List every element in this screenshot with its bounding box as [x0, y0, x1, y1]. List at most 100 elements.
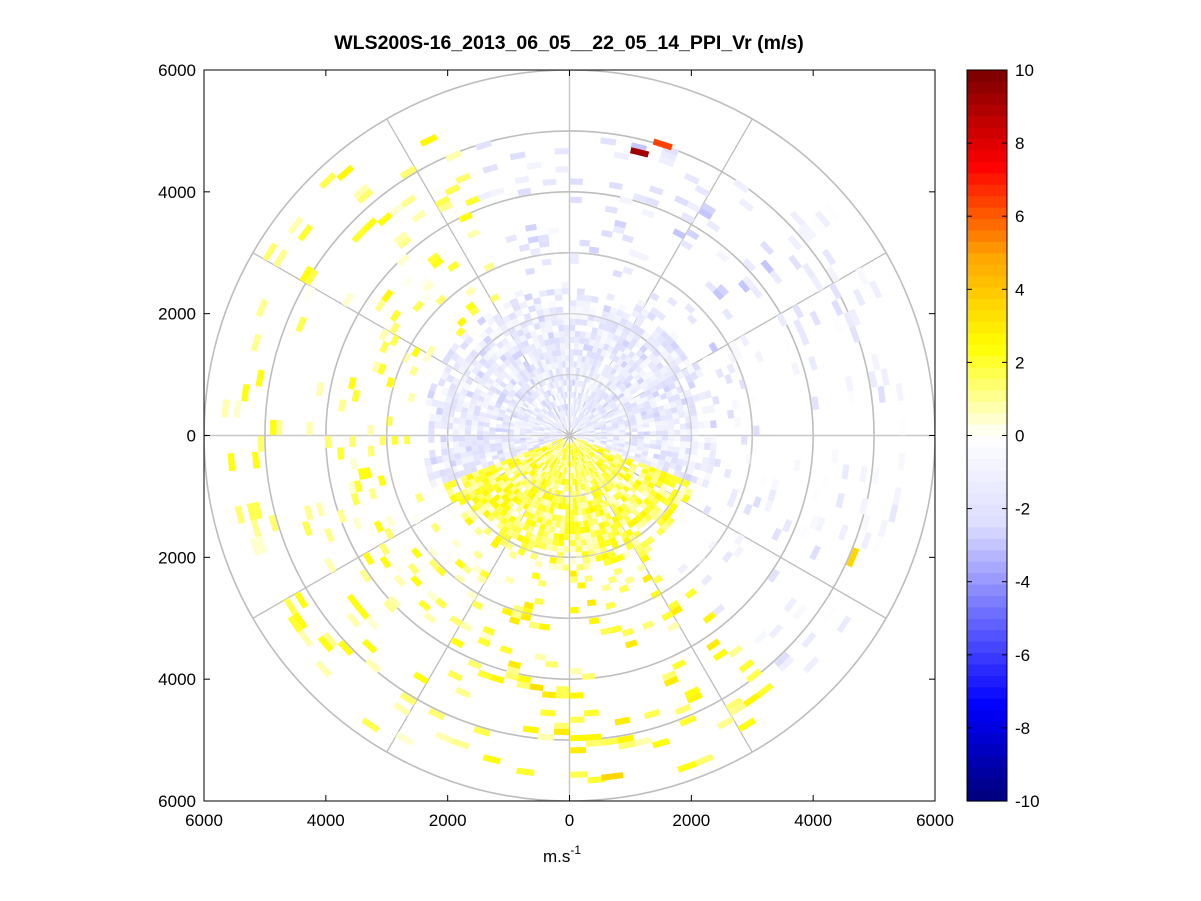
- velocity-cell: [650, 589, 662, 600]
- velocity-cell: [619, 317, 629, 326]
- velocity-cell: [522, 375, 530, 383]
- velocity-cell: [579, 421, 584, 427]
- velocity-cell: [440, 422, 448, 430]
- velocity-cell: [601, 411, 608, 417]
- velocity-cell: [576, 437, 583, 439]
- velocity-cell: [533, 597, 544, 606]
- velocity-cell: [790, 210, 806, 227]
- velocity-cell: [558, 367, 563, 375]
- velocity-cell: [549, 388, 554, 396]
- velocity-cell: [518, 477, 526, 484]
- velocity-cell: [518, 301, 528, 310]
- velocity-cell: [530, 413, 537, 419]
- velocity-cell: [491, 509, 500, 518]
- velocity-cell: [652, 138, 673, 151]
- velocity-cell: [555, 451, 560, 458]
- velocity-cell: [515, 513, 524, 521]
- velocity-cell: [561, 424, 566, 430]
- velocity-cell: [579, 483, 584, 491]
- velocity-cell: [727, 409, 735, 419]
- velocity-cell: [576, 459, 580, 467]
- velocity-cell: [452, 435, 459, 442]
- velocity-cell: [657, 459, 665, 466]
- colorbar-band: [967, 538, 1007, 551]
- velocity-cell: [594, 411, 601, 417]
- velocity-cell: [676, 405, 684, 413]
- velocity-cell: [411, 209, 427, 223]
- velocity-cell: [540, 455, 546, 461]
- velocity-cell: [716, 716, 735, 730]
- velocity-cell: [517, 547, 526, 557]
- velocity-cell: [600, 456, 607, 462]
- velocity-cell: [648, 466, 656, 474]
- velocity-cell: [715, 368, 725, 379]
- velocity-cell: [712, 603, 726, 617]
- velocity-cell: [540, 359, 547, 367]
- velocity-cell: [632, 482, 640, 490]
- velocity-cell: [400, 194, 417, 208]
- velocity-cell: [464, 424, 472, 431]
- velocity-cell: [659, 495, 668, 505]
- velocity-cell: [469, 466, 478, 473]
- velocity-cell: [604, 395, 612, 403]
- velocity-cell: [579, 423, 586, 428]
- velocity-cell: [596, 328, 604, 336]
- velocity-cell: [522, 415, 530, 420]
- velocity-cell: [651, 457, 659, 465]
- velocity-cell: [600, 627, 612, 636]
- velocity-cell: [546, 444, 553, 449]
- velocity-cell: [661, 670, 677, 682]
- velocity-cell: [454, 385, 463, 394]
- velocity-cell: [593, 443, 600, 447]
- velocity-cell: [563, 546, 570, 553]
- velocity-cell: [575, 306, 583, 314]
- velocity-cell: [652, 473, 660, 481]
- velocity-cell: [465, 377, 474, 386]
- velocity-cell: [550, 462, 556, 470]
- velocity-cell: [609, 326, 618, 335]
- velocity-cell: [617, 323, 626, 332]
- velocity-cell: [564, 460, 567, 467]
- velocity-cell: [643, 431, 650, 436]
- velocity-cell: [583, 294, 592, 302]
- velocity-cell: [482, 509, 492, 519]
- velocity-cell: [544, 437, 551, 440]
- velocity-cell: [596, 460, 603, 467]
- velocity-cell: [527, 539, 536, 547]
- velocity-cell: [572, 442, 575, 448]
- velocity-cell: [565, 497, 570, 504]
- velocity-cell: [492, 392, 500, 399]
- velocity-cell: [504, 672, 519, 681]
- velocity-cell: [515, 498, 523, 506]
- velocity-cell: [658, 454, 666, 461]
- velocity-cell: [576, 478, 580, 485]
- velocity-cell: [556, 405, 561, 413]
- velocity-cell: [547, 403, 553, 410]
- velocity-cell: [573, 503, 578, 510]
- velocity-cell: [581, 407, 586, 414]
- velocity-cell: [356, 188, 374, 204]
- velocity-cell: [560, 453, 564, 460]
- velocity-cell: [565, 448, 568, 455]
- velocity-cell: [582, 428, 588, 432]
- velocity-cell: [592, 385, 598, 393]
- colorbar-band: [967, 138, 1007, 151]
- velocity-cell: [574, 440, 580, 445]
- velocity-cell: [577, 582, 586, 589]
- velocity-cell: [670, 387, 679, 396]
- velocity-cell: [489, 439, 496, 444]
- velocity-cell: [572, 410, 575, 417]
- velocity-cell: [549, 526, 555, 533]
- velocity-cell: [563, 324, 570, 331]
- velocity-cell: [542, 499, 549, 507]
- velocity-cell: [594, 438, 601, 441]
- velocity-cell: [541, 408, 548, 415]
- velocity-cell: [472, 550, 483, 560]
- velocity-cell: [547, 453, 553, 459]
- colorbar-band: [967, 81, 1007, 94]
- velocity-cell: [563, 379, 567, 386]
- velocity-cell: [448, 383, 458, 392]
- velocity-cell: [655, 383, 663, 391]
- velocity-cell: [564, 454, 567, 461]
- velocity-cell: [579, 406, 584, 413]
